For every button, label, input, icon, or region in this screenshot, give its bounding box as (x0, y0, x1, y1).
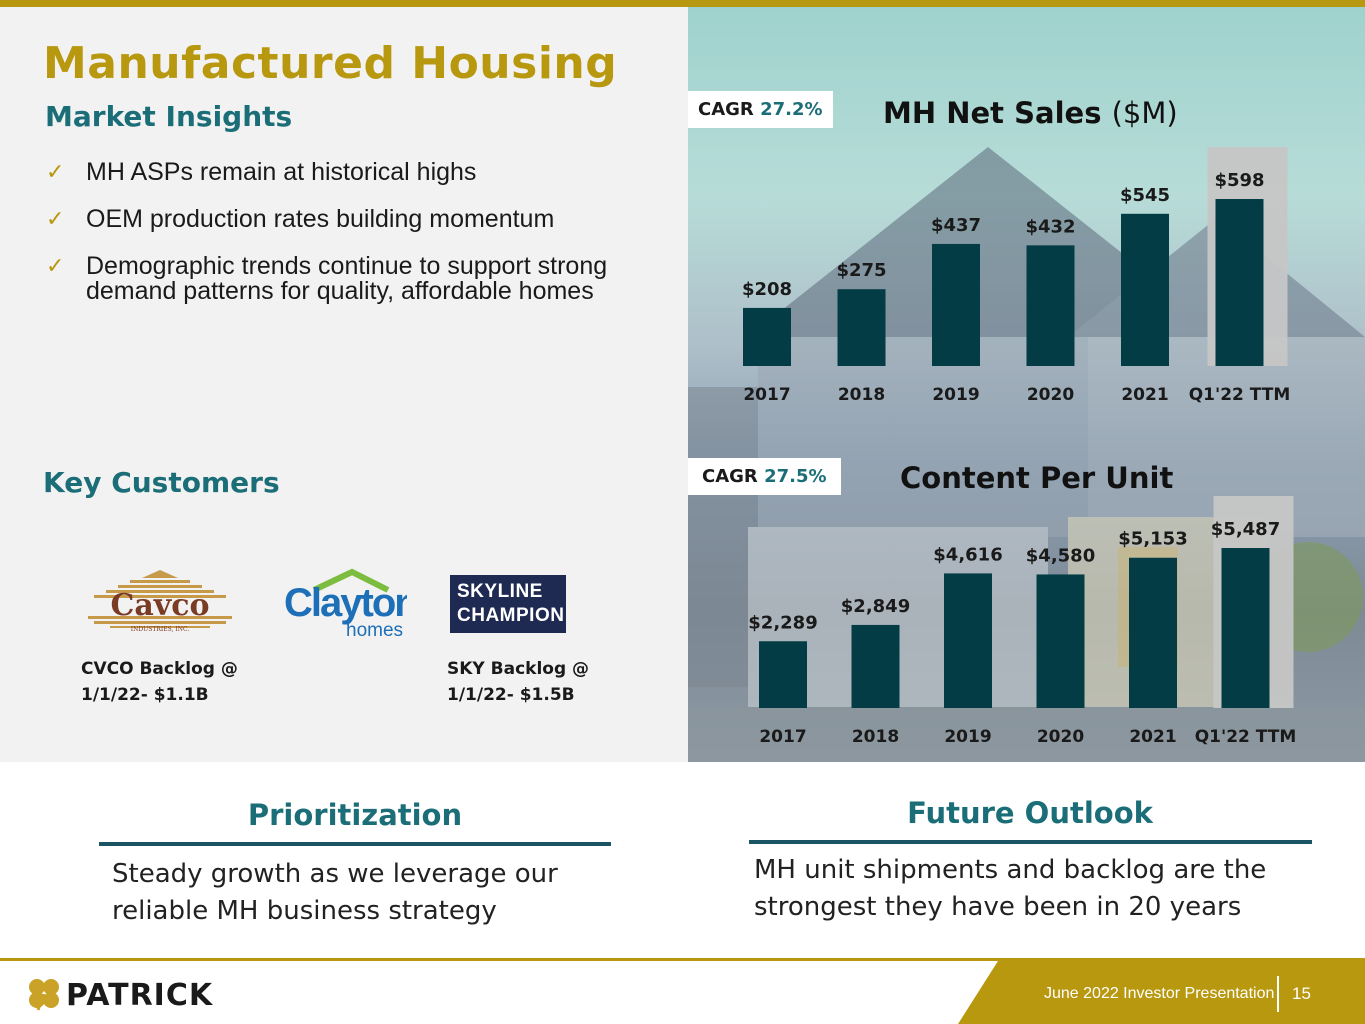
net-sales-category-label: 2017 (743, 385, 790, 405)
content-per-unit-data-label: $4,616 (933, 544, 1002, 565)
cagr-label: CAGR (698, 99, 754, 120)
insight-item: ✓ OEM production rates building momentum (46, 205, 666, 233)
chart-title-text: MH Net Sales (883, 96, 1102, 130)
insight-text: MH ASPs remain at historical highs (86, 158, 477, 186)
chart-title-text: Content Per Unit (900, 461, 1174, 495)
sky-backlog-line1: SKY Backlog @ (447, 659, 590, 679)
content-per-unit-category-label: 2019 (944, 727, 991, 747)
future-outlook-heading: Future Outlook (907, 796, 1153, 830)
insight-item: ✓ MH ASPs remain at historical highs (46, 158, 666, 186)
content-per-unit-data-label: $4,580 (1026, 545, 1095, 566)
content-per-unit-data-label: $2,849 (841, 596, 910, 617)
cvco-backlog: CVCO Backlog @ 1/1/22- $1.1B (81, 656, 238, 708)
chart-title-unit: ($M) (1111, 96, 1178, 130)
skyline-logo-line1: SKYLINE (457, 581, 543, 602)
content-per-unit-bar (1036, 574, 1085, 708)
clayton-logo: Clayton homes (284, 568, 407, 640)
content-per-unit-category-label: 2018 (852, 727, 899, 747)
market-insights-heading: Market Insights (45, 100, 293, 133)
checkmark-icon: ✓ (46, 253, 65, 278)
content-per-unit-data-label: $5,487 (1211, 519, 1280, 540)
net-sales-data-label: $275 (836, 260, 886, 281)
content-per-unit-bar (759, 641, 807, 708)
checkmark-icon: ✓ (46, 159, 65, 184)
insight-item: ✓ Demographic trends continue to support … (46, 252, 666, 305)
net-sales-data-label: $432 (1025, 216, 1075, 237)
net-sales-bar (837, 289, 886, 366)
cavco-logo-text: Cavco (110, 588, 209, 623)
net-sales-bar (1121, 213, 1169, 366)
content-per-unit-chart-title: Content Per Unit (900, 461, 1173, 495)
content-per-unit-category-label: 2020 (1037, 727, 1084, 747)
clayton-logo-subtext: homes (346, 620, 403, 640)
net-sales-bar (743, 307, 791, 366)
content-per-unit-data-label: $2,289 (748, 612, 817, 633)
footer-divider (0, 958, 1365, 961)
future-outlook-text: MH unit shipments and backlog are the st… (754, 855, 1267, 922)
net-sales-cagr-badge: CAGR 27.2% (688, 91, 833, 128)
cavco-logo-subtext: INDUSTRIES, INC. (131, 626, 190, 633)
net-sales-data-label: $437 (931, 215, 981, 236)
checkmark-icon: ✓ (46, 206, 65, 231)
page-number: 15 (1292, 984, 1311, 1003)
top-accent-bar (0, 0, 1365, 7)
content-per-unit-category-label: Q1'22 TTM (1195, 727, 1297, 747)
content-per-unit-data-label: $5,153 (1118, 529, 1187, 550)
net-sales-category-label: 2020 (1027, 385, 1074, 405)
insight-text: OEM production rates building momentum (86, 205, 555, 233)
content-per-unit-category-label: 2021 (1129, 727, 1176, 747)
cagr-value: 27.5% (764, 466, 827, 487)
cagr-value: 27.2% (760, 99, 823, 120)
net-sales-category-label: Q1'22 TTM (1189, 385, 1291, 405)
net-sales-category-label: 2019 (932, 385, 979, 405)
sky-backlog: SKY Backlog @ 1/1/22- $1.5B (447, 656, 589, 708)
prioritization-text: Steady growth as we leverage our reliabl… (112, 859, 558, 926)
net-sales-chart-title: MH Net Sales ($M) (883, 96, 1178, 130)
company-brand: PATRICK (66, 978, 214, 1013)
slide-title: Manufactured Housing (43, 38, 618, 89)
footer-gold-band (958, 961, 1365, 1024)
charts-panel: $208 2017 $275 2018 $437 2019 $432 2020 $545 2021… (688, 7, 1365, 762)
net-sales-data-label: $545 (1120, 185, 1170, 206)
insights-list: ✓ MH ASPs remain at historical highs ✓ OEM… (46, 158, 666, 326)
net-sales-category-label: 2018 (838, 385, 885, 405)
content-per-unit-bar (1129, 557, 1177, 708)
market-insights-panel (0, 7, 688, 762)
net-sales-data-label: $598 (1214, 170, 1264, 191)
cvco-backlog-line2: 1/1/22- $1.1B (81, 685, 209, 705)
cagr-label: CAGR (702, 466, 758, 487)
net-sales-data-label: $208 (742, 279, 792, 300)
net-sales-category-label: 2021 (1121, 385, 1168, 405)
clayton-logo-text: Clayton (284, 581, 407, 625)
future-outlook-rule (749, 840, 1312, 844)
prioritization-rule (99, 842, 611, 846)
content-per-unit-bar (1221, 548, 1270, 708)
content-per-unit-cagr-badge: CAGR 27.5% (688, 458, 841, 495)
content-per-unit-bar (944, 573, 992, 708)
key-customers-heading: Key Customers (43, 466, 280, 499)
presentation-name: June 2022 Investor Presentation (1044, 985, 1275, 1002)
cavco-logo: Cavco INDUSTRIES, INC. (88, 570, 232, 633)
prioritization-heading: Prioritization (247, 798, 463, 832)
charts-canvas: $208 2017 $275 2018 $437 2019 $432 2020 $545 2021… (742, 147, 1297, 747)
insight-text: Demographic trends continue to support s… (86, 252, 608, 305)
content-per-unit-category-label: 2017 (759, 727, 806, 747)
clover-logo-icon (29, 979, 59, 1011)
content-per-unit-bar (851, 624, 900, 708)
footer-separator (1277, 976, 1279, 1012)
skyline-champion-logo: SKYLINE CHAMPION (450, 575, 566, 633)
skyline-logo-line2: CHAMPION (457, 605, 565, 626)
sky-backlog-line2: 1/1/22- $1.5B (447, 685, 575, 705)
net-sales-bar (1215, 199, 1264, 366)
net-sales-bar (932, 243, 980, 366)
net-sales-bar (1026, 245, 1075, 366)
cvco-backlog-line1: CVCO Backlog @ (81, 659, 238, 679)
